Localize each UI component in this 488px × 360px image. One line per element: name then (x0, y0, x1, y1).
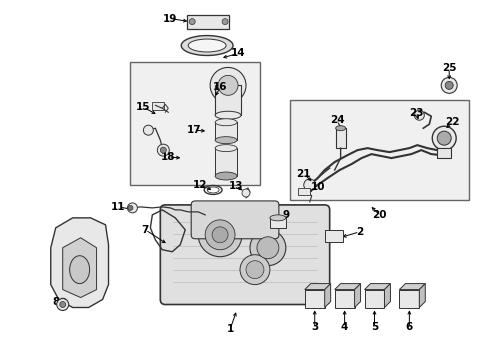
Bar (436, 148, 450, 158)
Text: 10: 10 (310, 182, 325, 192)
Ellipse shape (188, 39, 225, 52)
Text: 3: 3 (310, 323, 318, 332)
Bar (187, 15, 228, 28)
Bar (130, 62, 260, 185)
Circle shape (212, 227, 227, 243)
Polygon shape (399, 284, 425, 289)
Bar (297, 188, 309, 195)
Circle shape (189, 19, 195, 24)
Text: 22: 22 (444, 117, 459, 127)
Text: 5: 5 (370, 323, 377, 332)
Circle shape (143, 125, 153, 135)
Bar (215, 122, 237, 140)
Circle shape (431, 126, 455, 150)
Circle shape (242, 189, 249, 197)
Circle shape (303, 179, 315, 191)
Text: 9: 9 (282, 210, 289, 220)
Ellipse shape (181, 36, 233, 55)
Text: 16: 16 (212, 82, 227, 93)
Polygon shape (51, 218, 108, 307)
Text: 20: 20 (371, 210, 386, 220)
Ellipse shape (215, 145, 237, 152)
Bar (269, 218, 285, 228)
Circle shape (210, 67, 245, 103)
Circle shape (245, 261, 264, 279)
Text: 11: 11 (111, 202, 125, 212)
Ellipse shape (269, 215, 285, 221)
Ellipse shape (215, 172, 237, 180)
Text: 18: 18 (161, 152, 175, 162)
Circle shape (240, 255, 269, 285)
Bar (399, 289, 419, 307)
Polygon shape (304, 284, 330, 289)
Text: 14: 14 (230, 49, 245, 58)
Circle shape (256, 237, 278, 259)
Text: 19: 19 (163, 14, 177, 24)
Text: 25: 25 (441, 63, 455, 73)
FancyBboxPatch shape (160, 205, 329, 305)
Bar (334, 289, 354, 307)
Text: 12: 12 (193, 180, 207, 190)
Circle shape (160, 147, 166, 153)
Circle shape (60, 302, 65, 307)
Bar (215, 148, 237, 176)
Text: 7: 7 (142, 225, 149, 235)
Circle shape (444, 81, 452, 89)
Bar (215, 85, 241, 115)
Ellipse shape (69, 256, 89, 284)
FancyBboxPatch shape (191, 201, 278, 239)
Circle shape (249, 230, 285, 266)
Circle shape (222, 19, 227, 24)
Text: 2: 2 (355, 227, 363, 237)
Text: 13: 13 (228, 181, 243, 191)
Bar (335, 128, 345, 148)
Ellipse shape (215, 111, 241, 119)
Circle shape (440, 77, 456, 93)
Circle shape (127, 203, 137, 213)
Polygon shape (364, 284, 389, 289)
Polygon shape (334, 284, 360, 289)
Text: 24: 24 (330, 115, 344, 125)
Text: 21: 21 (296, 169, 310, 179)
Circle shape (436, 131, 450, 145)
Polygon shape (324, 284, 330, 307)
Circle shape (198, 213, 242, 257)
Text: 8: 8 (52, 297, 59, 306)
Circle shape (413, 110, 424, 120)
Ellipse shape (215, 137, 237, 144)
Text: 15: 15 (136, 102, 150, 112)
Text: 17: 17 (186, 125, 201, 135)
Circle shape (218, 75, 238, 95)
Circle shape (128, 206, 133, 210)
Text: 4: 4 (340, 323, 347, 332)
Ellipse shape (215, 119, 237, 126)
Text: 23: 23 (408, 108, 423, 118)
Polygon shape (419, 284, 425, 307)
Bar (364, 289, 384, 307)
Circle shape (57, 298, 68, 310)
Bar (304, 289, 324, 307)
Ellipse shape (335, 126, 345, 131)
Bar (152, 102, 164, 110)
Circle shape (205, 220, 235, 250)
Polygon shape (354, 284, 360, 307)
Polygon shape (384, 284, 389, 307)
Bar (324, 230, 342, 242)
Text: 6: 6 (405, 323, 412, 332)
Circle shape (157, 144, 169, 156)
Polygon shape (62, 238, 96, 298)
Text: 1: 1 (226, 324, 233, 334)
Bar (289, 100, 468, 200)
